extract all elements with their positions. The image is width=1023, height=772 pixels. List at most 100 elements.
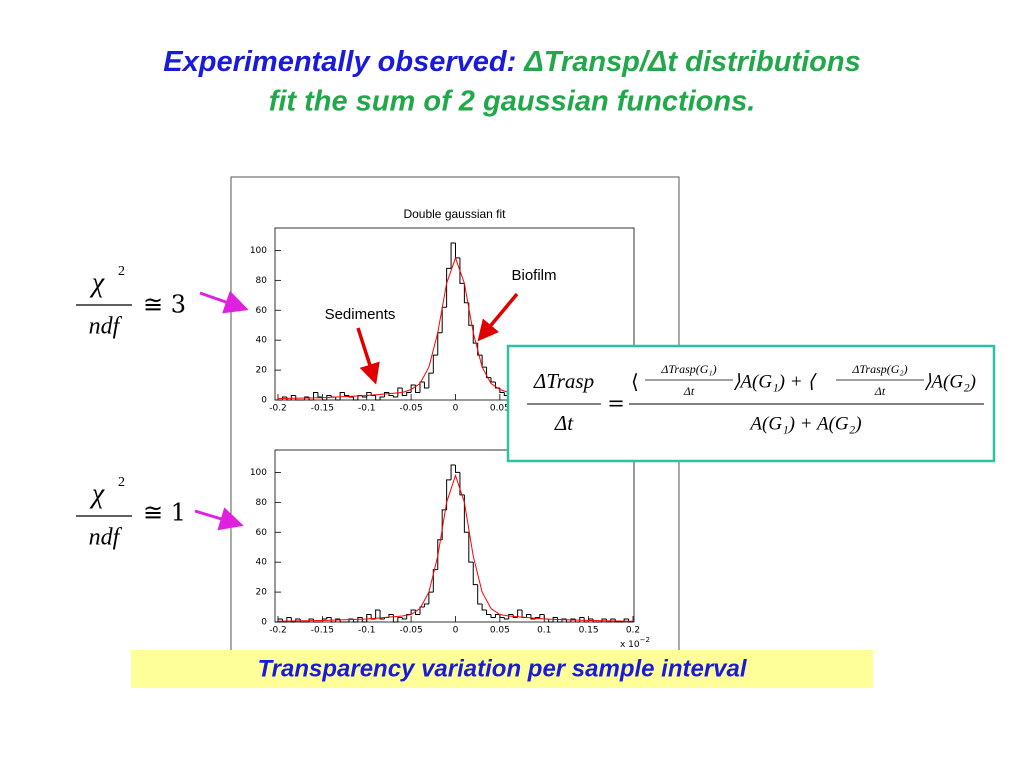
histogram-bin xyxy=(552,617,558,622)
histogram-bin xyxy=(317,392,323,398)
eq-text: A(G₁) + A(G₂) xyxy=(748,413,861,434)
histogram-bin xyxy=(379,610,385,620)
title-lead: Experimentally observed: xyxy=(163,46,516,78)
histogram-bin xyxy=(446,267,452,308)
histogram-bin xyxy=(499,614,505,619)
charts: 0 20 40 60 80 100 -0.2 -0.15 -0.1 -0.05 0 0.05 0.1 0.… xyxy=(250,207,650,649)
annotation: Sediments xyxy=(325,306,396,323)
x-tick-label: -0.2 xyxy=(269,404,287,414)
equation: ΔTrasp Δt = ⟨ ΔTrasp(G₁) Δt ⟩A(G₁) + ⟨ Δ… xyxy=(506,344,996,463)
histogram-bin xyxy=(459,472,465,496)
histogram-bin xyxy=(512,614,518,619)
x-tick-label: -0.15 xyxy=(311,626,334,636)
arrow xyxy=(199,290,249,314)
histogram-bin xyxy=(401,388,407,397)
histogram-bin xyxy=(344,392,349,397)
histogram-bin xyxy=(432,354,438,374)
y-tick-label: 60 xyxy=(256,306,268,316)
histogram-bin xyxy=(281,619,287,623)
eq-text: ⟨ xyxy=(631,370,639,394)
histogram-bin xyxy=(477,584,483,605)
fit-quality-2: χ 2 ndf ≅ 1 xyxy=(76,475,186,551)
histogram-bin xyxy=(388,614,394,618)
histogram-bin xyxy=(463,494,469,533)
histogram-bin xyxy=(450,464,456,480)
histogram-bin xyxy=(486,610,491,616)
y-tick-label: 40 xyxy=(256,336,268,346)
sup: 2 xyxy=(118,475,125,490)
histogram-bin xyxy=(477,343,483,356)
histogram-bin xyxy=(415,385,420,394)
relation: ≅ 1 xyxy=(143,499,186,527)
x-tick-label: 0.05 xyxy=(490,404,510,414)
title: Experimentally observed: ΔTransp/Δt distr… xyxy=(163,46,860,78)
histogram-bin xyxy=(490,377,496,383)
caption-box xyxy=(131,650,873,688)
x-tick-label: 0.2 xyxy=(626,626,640,636)
plot-area xyxy=(274,449,635,623)
x-tick-label: -0.1 xyxy=(358,404,376,414)
histogram-bin xyxy=(628,619,633,623)
histogram-bin xyxy=(486,367,491,379)
histogram-bin xyxy=(352,619,358,623)
eq-text: ΔTrasp(G₂) xyxy=(851,362,907,376)
chi: χ xyxy=(89,478,105,509)
histogram-bin xyxy=(468,532,474,563)
eq-text: ⟩A(G₁) + ⟨ xyxy=(733,371,817,392)
eq-text: ΔTrasp(G₁) xyxy=(660,362,716,376)
histogram-bin xyxy=(481,604,487,611)
caption: Transparency variation per sample interv… xyxy=(257,655,747,682)
histogram-bin xyxy=(490,614,496,619)
histogram-bin xyxy=(605,619,611,623)
histogram-bin xyxy=(335,618,341,622)
fit-curve xyxy=(277,473,634,622)
x-tick-label: 0 xyxy=(453,404,459,414)
histogram-bin xyxy=(459,257,465,284)
y-tick-label: 80 xyxy=(256,276,268,286)
x-multiplier-exp: −2 xyxy=(640,636,650,644)
y-tick-label: 100 xyxy=(250,246,267,256)
histogram-bin xyxy=(410,609,416,615)
histogram-bin xyxy=(326,617,332,620)
x-multiplier-base: x 10 xyxy=(620,640,640,650)
x-tick-label: -0.05 xyxy=(399,626,422,636)
histogram-bin xyxy=(375,609,381,620)
histogram-bin xyxy=(508,614,514,620)
histogram-bin xyxy=(281,396,287,400)
histogram-bin xyxy=(335,397,341,401)
histogram-bin xyxy=(455,464,460,473)
histogram-bin xyxy=(392,395,398,398)
histogram-bin xyxy=(419,381,425,393)
histogram-bin xyxy=(375,395,381,401)
histogram-bin xyxy=(339,392,345,400)
histogram-bin xyxy=(548,619,554,623)
x-tick-label: 0.1 xyxy=(537,626,551,636)
histogram-bin xyxy=(428,372,434,389)
histogram-bin xyxy=(384,392,389,398)
x-tick-label: -0.1 xyxy=(358,626,376,636)
histogram-bin xyxy=(463,283,469,304)
chart-title: Double gaussian fit xyxy=(403,207,506,221)
y-tick-label: 100 xyxy=(250,468,267,478)
histogram-bin xyxy=(304,396,310,400)
x-tick-label: 0 xyxy=(453,626,459,636)
histogram-bin xyxy=(406,392,412,396)
y-tick-label: 40 xyxy=(256,558,268,568)
histogram-bin xyxy=(330,617,336,623)
histogram-bin xyxy=(530,614,536,620)
eq-text: ΔTrasp xyxy=(533,369,594,393)
histogram-bin xyxy=(286,617,292,622)
y-tick-label: 20 xyxy=(256,366,268,376)
histogram-bin xyxy=(419,606,425,615)
eq-text: Δt xyxy=(554,411,574,435)
y-tick-label: 60 xyxy=(256,528,268,538)
histogram-bin xyxy=(423,382,429,389)
histogram-bin xyxy=(614,619,620,623)
histogram-bin xyxy=(313,619,318,623)
ndf: ndf xyxy=(89,525,123,551)
histogram-bin xyxy=(432,569,438,593)
x-tick-label: -0.2 xyxy=(269,626,287,636)
sup: 2 xyxy=(118,264,125,279)
